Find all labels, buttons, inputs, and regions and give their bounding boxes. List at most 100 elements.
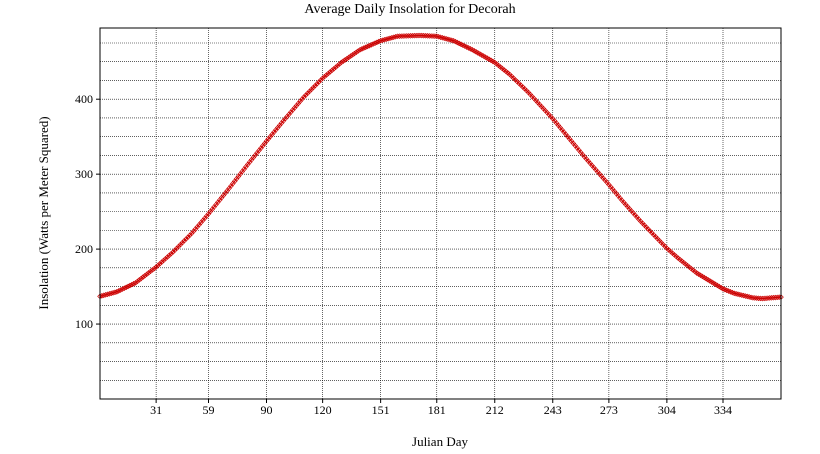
data-point [201, 215, 208, 221]
data-point [299, 96, 305, 102]
data-point [753, 295, 760, 301]
data-point [731, 290, 738, 297]
data-point [325, 70, 332, 77]
data-point [422, 32, 429, 39]
data-point [121, 285, 128, 292]
data-point [175, 243, 182, 250]
data-point [140, 274, 146, 280]
data-point [430, 33, 436, 39]
data-point [402, 33, 408, 39]
data-point [295, 100, 302, 107]
data-point [394, 33, 401, 40]
data-point [310, 84, 317, 91]
x-tick-label: 304 [658, 403, 676, 417]
data-point [157, 260, 163, 267]
data-point [336, 61, 343, 67]
data-point [288, 109, 294, 115]
data-point [344, 55, 350, 62]
data-point [123, 284, 129, 291]
data-point [396, 33, 403, 39]
data-point [448, 37, 455, 44]
data-point [303, 92, 309, 98]
data-point [413, 32, 419, 39]
data-point [177, 241, 184, 248]
x-tick-label: 181 [428, 403, 446, 417]
data-point [179, 239, 186, 246]
data-point [183, 236, 189, 242]
data-point [312, 82, 318, 89]
data-point [323, 72, 330, 78]
data-point [370, 41, 376, 47]
data-point [443, 35, 449, 42]
data-point [334, 62, 341, 69]
data-point [308, 86, 315, 93]
plot-frame [99, 27, 782, 400]
data-point [353, 49, 360, 56]
data-point [282, 115, 289, 122]
series-layer [97, 32, 784, 302]
data-point [742, 293, 749, 299]
data-point [190, 228, 197, 234]
data-point [166, 252, 173, 259]
data-point [441, 35, 448, 42]
data-point [162, 255, 169, 262]
data-point [306, 88, 313, 95]
y-tick-label: 400 [75, 92, 93, 106]
data-point [158, 259, 165, 265]
data-point [132, 280, 139, 286]
data-point [136, 277, 143, 283]
data-point [752, 295, 758, 301]
data-point [127, 282, 133, 289]
data-point [194, 224, 201, 230]
data-point [115, 288, 122, 294]
data-point [173, 245, 180, 252]
series-line [99, 34, 782, 300]
data-point [198, 219, 204, 226]
data-point [407, 33, 414, 39]
data-point [291, 105, 298, 111]
data-point [340, 58, 347, 64]
data-point [755, 295, 762, 302]
data-point [757, 295, 764, 302]
data-point [404, 33, 410, 39]
y-tick-layer: 100 200 300 400 [75, 92, 100, 331]
data-point [153, 264, 159, 270]
data-point [439, 34, 446, 41]
data-point [160, 257, 167, 264]
data-point [329, 67, 335, 74]
y-axis-label: Insolation (Watts per Meter Squared) [36, 116, 51, 309]
data-point [359, 46, 365, 52]
data-point [181, 238, 187, 244]
data-point [149, 267, 156, 273]
x-tick-label: 334 [714, 403, 732, 417]
data-point [151, 265, 158, 272]
data-point [284, 113, 290, 120]
data-point [357, 46, 363, 53]
data-point [426, 33, 433, 39]
data-point [433, 33, 440, 40]
data-point [172, 247, 178, 254]
data-point [319, 75, 326, 82]
data-point [733, 290, 739, 297]
data-point [428, 33, 434, 39]
data-point [130, 280, 137, 287]
data-point [170, 249, 176, 255]
data-point [737, 291, 743, 298]
data-point [317, 77, 324, 83]
data-point [297, 98, 303, 105]
data-point [185, 234, 191, 240]
data-point [748, 294, 754, 301]
data-point [424, 33, 431, 39]
data-point [114, 289, 120, 295]
data-point [398, 33, 405, 39]
data-point [432, 33, 438, 39]
data-point [372, 40, 378, 46]
data-point [138, 275, 144, 282]
data-point [316, 79, 322, 85]
data-point [420, 32, 427, 39]
data-point [289, 107, 296, 113]
data-point [437, 34, 444, 41]
data-point [332, 64, 339, 70]
